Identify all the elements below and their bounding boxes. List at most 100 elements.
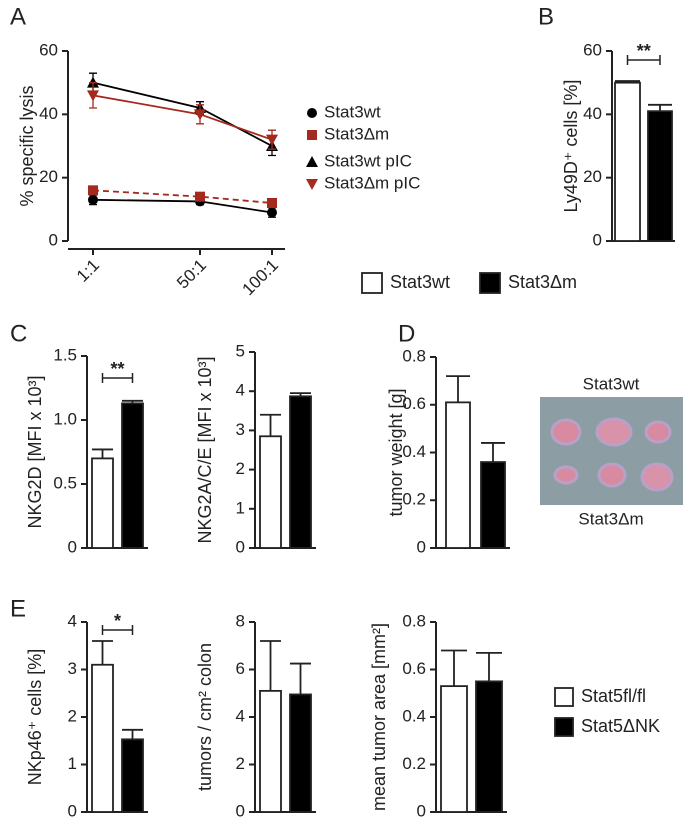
legend-swatch	[361, 272, 383, 294]
bar	[91, 457, 114, 549]
y-tick-label: 5	[236, 341, 245, 360]
bar	[614, 81, 641, 242]
y-tick-label: 6	[236, 659, 245, 678]
legend-label: Stat5ΔNK	[581, 716, 660, 736]
y-tick-label: 2	[236, 754, 245, 773]
legend-swatch	[554, 687, 574, 707]
y-tick-label: 20	[583, 167, 602, 186]
error-bar	[476, 651, 502, 682]
y-axis-label: tumors / cm² colon	[195, 643, 215, 791]
bar	[445, 401, 471, 549]
y-tick-label: 0.6	[402, 394, 426, 413]
error-bar	[92, 448, 113, 459]
y-axis-label: NKG2D [MFI x 10³]	[25, 375, 45, 528]
panel-letter: B	[538, 3, 554, 30]
bar	[259, 435, 282, 549]
significance-label: *	[114, 611, 121, 631]
y-tick-label: 1.5	[53, 345, 77, 364]
y-tick-label: 0	[593, 230, 602, 249]
marker	[307, 108, 317, 118]
legend-label: Stat5fl/fl	[581, 686, 646, 706]
marker	[307, 130, 317, 140]
y-tick-label: 1	[236, 498, 245, 517]
significance-bracket	[101, 373, 134, 383]
error-bar	[648, 103, 672, 112]
significance-bracket	[626, 55, 661, 65]
y-tick-label: 2	[236, 459, 245, 478]
bar	[289, 693, 312, 813]
error-bar	[446, 375, 470, 403]
bar	[647, 110, 673, 242]
panel-letter: A	[10, 3, 26, 30]
legend-label: Stat3wt pIC	[324, 151, 412, 170]
y-axis-label: Ly49D⁺ cells [%]	[561, 80, 581, 213]
error-bar	[260, 413, 281, 437]
error-bar	[122, 728, 143, 740]
y-tick-label: 3	[236, 420, 245, 439]
bar	[91, 663, 114, 813]
legend-label: Stat3wt	[390, 272, 450, 292]
bar	[289, 395, 312, 549]
y-axis-label: NKG2A/C/E [MFI x 10³]	[195, 356, 215, 543]
significance-label: **	[110, 359, 124, 379]
y-tick-label: 8	[236, 611, 245, 630]
y-tick-label: 0	[417, 537, 426, 556]
significance-label: **	[637, 41, 651, 61]
y-tick-label: 60	[583, 40, 602, 59]
y-tick-label: 0	[236, 537, 245, 556]
y-tick-label: 0.5	[53, 473, 77, 492]
y-tick-label: 0	[68, 801, 77, 820]
marker	[87, 90, 99, 102]
marker	[88, 194, 98, 205]
y-tick-label: 0.4	[402, 442, 426, 461]
y-tick-label: 0.8	[402, 346, 426, 365]
y-axis-label: mean tumor area [mm²]	[369, 623, 389, 811]
bar	[121, 402, 144, 549]
legend-label: Stat3wt	[324, 102, 381, 121]
image-label: Stat3Δm	[578, 509, 643, 528]
marker	[266, 134, 278, 146]
marker	[195, 191, 205, 202]
y-tick-label: 0.4	[402, 706, 426, 725]
marker	[306, 156, 318, 167]
y-tick-label: 0.2	[402, 490, 426, 509]
y-tick-label: 0	[236, 801, 245, 820]
y-tick-label: 4	[236, 381, 245, 400]
series-line	[92, 189, 273, 204]
y-tick-label: 1	[68, 754, 77, 773]
legend-swatch	[554, 717, 574, 737]
marker	[267, 207, 277, 218]
tumor-photo	[540, 397, 683, 505]
panel-letter: C	[10, 320, 27, 347]
error-bar	[481, 442, 505, 463]
y-tick-label: 4	[68, 611, 77, 630]
y-axis-label: tumor weight [g]	[386, 388, 406, 516]
panel-letter: E	[10, 595, 26, 622]
y-tick-label: 0.2	[402, 754, 426, 773]
y-tick-label: 2	[68, 706, 77, 725]
y-tick-label: 0.6	[402, 659, 426, 678]
marker	[267, 198, 277, 208]
significance-bracket	[101, 625, 134, 635]
legend-label: Stat3Δm pIC	[324, 173, 420, 192]
marker	[194, 109, 206, 121]
bar	[440, 685, 468, 813]
y-tick-label: 40	[583, 104, 602, 123]
bar	[259, 689, 282, 813]
y-tick-label: 3	[68, 659, 77, 678]
panel-letter: D	[398, 320, 415, 347]
bar	[475, 680, 503, 813]
y-axis-label: % specific lysis	[17, 85, 37, 206]
error-bar	[260, 640, 281, 691]
legend-label: Stat3Δm	[324, 124, 389, 143]
y-tick-label: 0	[68, 537, 77, 556]
image-label: Stat3wt	[583, 374, 640, 393]
error-bar	[290, 662, 311, 695]
y-tick-label: 0.8	[402, 611, 426, 630]
bar	[480, 461, 506, 549]
marker	[88, 185, 98, 196]
y-tick-label: 1.0	[53, 409, 77, 428]
y-tick-label: 0	[417, 801, 426, 820]
y-tick-label: 0	[49, 230, 58, 249]
